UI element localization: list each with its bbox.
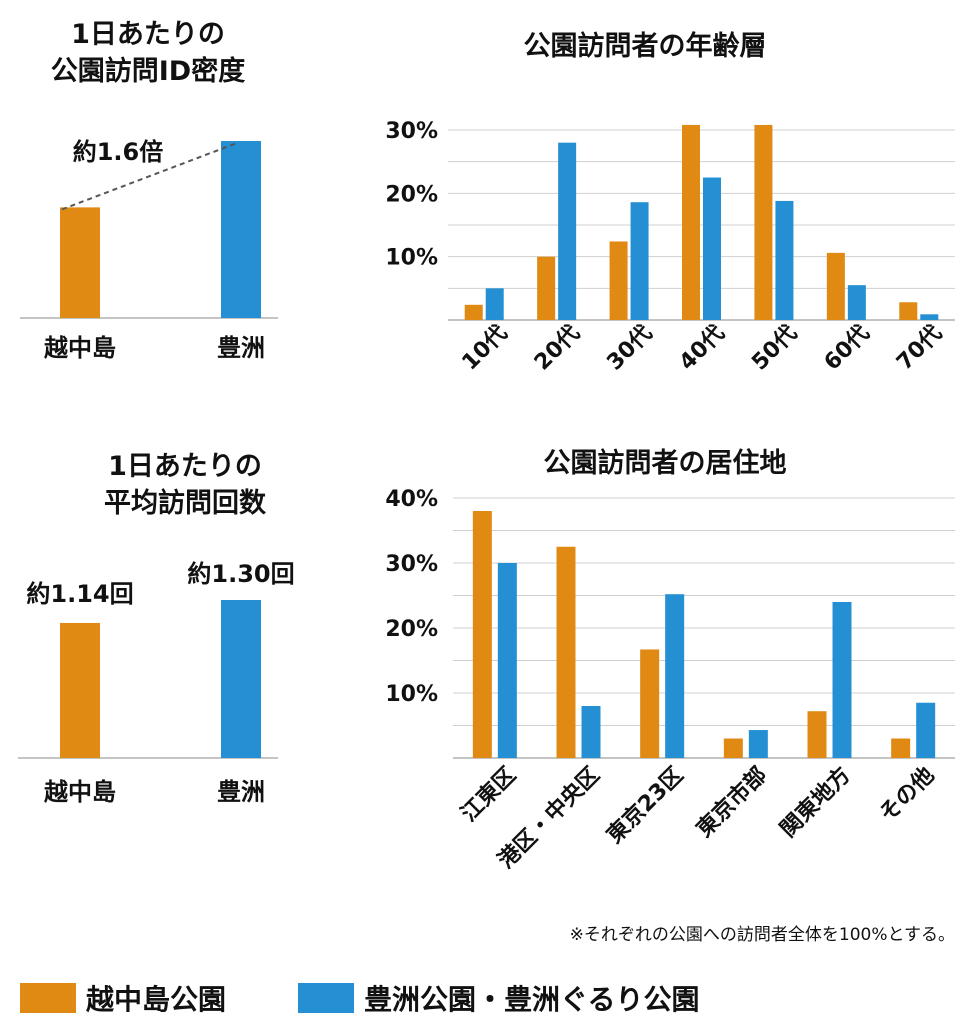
visits-bar-0 xyxy=(60,622,100,758)
residence-bar xyxy=(807,711,827,758)
age-bar xyxy=(464,304,483,320)
residence-x-tick: 東京市部 xyxy=(691,762,772,843)
visits-category-label: 越中島 xyxy=(44,778,116,806)
age-title: 公園訪問者の年齢層 xyxy=(524,30,767,62)
density-category-label: 豊洲 xyxy=(217,334,265,362)
density-title: 1日あたりの xyxy=(71,19,225,50)
age-bar xyxy=(754,124,773,320)
age-bar xyxy=(920,314,939,320)
legend-swatch-toyosu xyxy=(298,983,354,1013)
residence-bar xyxy=(665,594,685,758)
age-bar xyxy=(899,302,918,320)
footnote: ※それぞれの公園への訪問者全体を100%とする。 xyxy=(570,925,955,945)
age-bar xyxy=(775,200,794,320)
age-x-tick: 20代 xyxy=(530,321,585,376)
visits-value-label: 約1.14回 xyxy=(26,580,133,608)
density-title: 公園訪問ID密度 xyxy=(51,55,245,87)
age-bar xyxy=(609,241,628,320)
residence-bar xyxy=(556,546,576,758)
residence-bar xyxy=(640,649,660,758)
age-x-tick: 60代 xyxy=(820,321,875,376)
residence-y-tick: 10% xyxy=(385,682,438,707)
residence-bar xyxy=(891,738,911,758)
residence-x-tick: 関東地方 xyxy=(775,762,856,843)
visits-bar-1 xyxy=(221,600,261,758)
age-x-tick: 30代 xyxy=(602,321,657,376)
age-bar xyxy=(630,202,649,320)
legend-label: 豊洲公園・豊洲ぐるり公園 xyxy=(364,983,699,1016)
age-bar xyxy=(485,288,504,320)
density-category-label: 越中島 xyxy=(44,334,116,362)
age-x-tick: 70代 xyxy=(892,321,947,376)
residence-x-tick: 江東区 xyxy=(457,763,521,827)
residence-bar xyxy=(916,702,936,758)
visits-category-label: 豊洲 xyxy=(217,778,265,806)
age-x-tick: 40代 xyxy=(675,321,730,376)
residence-bar xyxy=(748,730,768,758)
age-bar xyxy=(558,142,577,320)
age-bar xyxy=(682,124,700,320)
age-x-tick: 50代 xyxy=(747,321,802,376)
residence-x-tick: 東京23区 xyxy=(602,762,689,849)
residence-bar xyxy=(581,706,601,758)
residence-x-tick: その他 xyxy=(875,763,939,827)
visits-title: 平均訪問回数 xyxy=(104,487,267,519)
age-bar xyxy=(703,177,721,320)
age-y-tick: 10% xyxy=(385,246,438,271)
age-y-tick: 20% xyxy=(385,182,438,207)
residence-bar xyxy=(472,511,492,758)
density-annotation: 約1.6倍 xyxy=(73,138,164,166)
density-bar-0 xyxy=(60,207,100,318)
residence-bar xyxy=(497,563,517,758)
residence-y-tick: 30% xyxy=(385,552,438,577)
legend-swatch-koshinaka xyxy=(20,983,76,1013)
age-bar xyxy=(537,256,556,320)
age-y-tick: 30% xyxy=(385,119,438,144)
visits-title: 1日あたりの xyxy=(108,451,262,482)
age-x-tick: 10代 xyxy=(458,321,513,376)
residence-title: 公園訪問者の居住地 xyxy=(544,447,787,479)
density-bar-1 xyxy=(221,141,261,318)
age-bar xyxy=(826,252,845,320)
residence-bar xyxy=(723,738,743,758)
residence-y-tick: 40% xyxy=(385,487,438,512)
residence-y-tick: 20% xyxy=(385,617,438,642)
residence-bar xyxy=(832,602,852,758)
legend-label: 越中島公園 xyxy=(86,983,226,1016)
density-ratio-line xyxy=(61,142,238,211)
visits-value-label: 約1.30回 xyxy=(187,560,294,588)
age-bar xyxy=(847,285,866,320)
